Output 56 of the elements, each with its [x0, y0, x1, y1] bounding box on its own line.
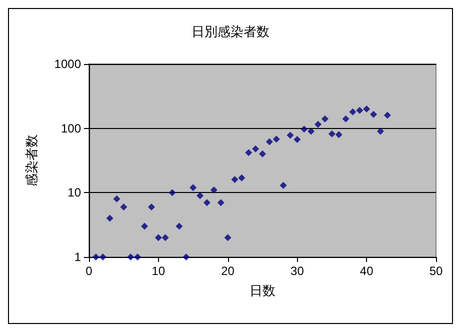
point	[162, 234, 169, 242]
point	[363, 105, 370, 112]
point	[238, 174, 246, 182]
point	[127, 254, 134, 260]
point	[203, 199, 210, 206]
point	[286, 132, 294, 139]
point	[280, 182, 287, 189]
point	[356, 106, 364, 114]
point	[300, 126, 308, 133]
x-tick-label: 0	[86, 264, 93, 278]
point	[384, 112, 391, 119]
point	[259, 150, 266, 158]
point	[266, 138, 273, 146]
point	[272, 136, 280, 143]
point	[217, 199, 224, 206]
y-axis-title: 感染者数	[25, 134, 40, 186]
point	[148, 203, 155, 210]
y-tick-label: 1000	[54, 57, 82, 71]
point	[168, 189, 176, 196]
y-tick-label: 100	[60, 121, 82, 136]
point	[335, 131, 342, 138]
x-tick-label: 20	[221, 264, 235, 278]
x-tick-label: 40	[360, 264, 374, 278]
point	[120, 203, 128, 210]
point	[321, 115, 328, 122]
point	[231, 176, 238, 184]
chart-title: 日別感染者数	[192, 25, 270, 40]
y-tick-label: 10	[68, 186, 82, 200]
point	[245, 149, 252, 156]
point	[196, 192, 204, 200]
point	[210, 186, 218, 194]
x-tick-label: 30	[290, 264, 304, 278]
point	[99, 254, 106, 260]
x-tick-label: 10	[152, 264, 166, 278]
x-axis-title: 日数	[250, 284, 276, 299]
point	[113, 195, 120, 202]
point	[134, 254, 142, 260]
x-tick-label: 50	[429, 264, 443, 278]
point	[190, 184, 197, 192]
point	[342, 115, 350, 122]
point	[349, 108, 356, 116]
point	[154, 234, 162, 242]
point	[92, 254, 100, 260]
point	[314, 120, 322, 128]
point	[294, 136, 301, 144]
y-tick-label: 1	[74, 250, 82, 264]
point	[370, 110, 378, 118]
point	[252, 145, 260, 152]
point	[376, 128, 384, 135]
point	[176, 222, 183, 230]
point	[106, 214, 114, 222]
point	[328, 130, 336, 138]
point	[141, 222, 148, 230]
point	[308, 128, 315, 135]
point	[182, 254, 190, 260]
point	[224, 234, 232, 242]
